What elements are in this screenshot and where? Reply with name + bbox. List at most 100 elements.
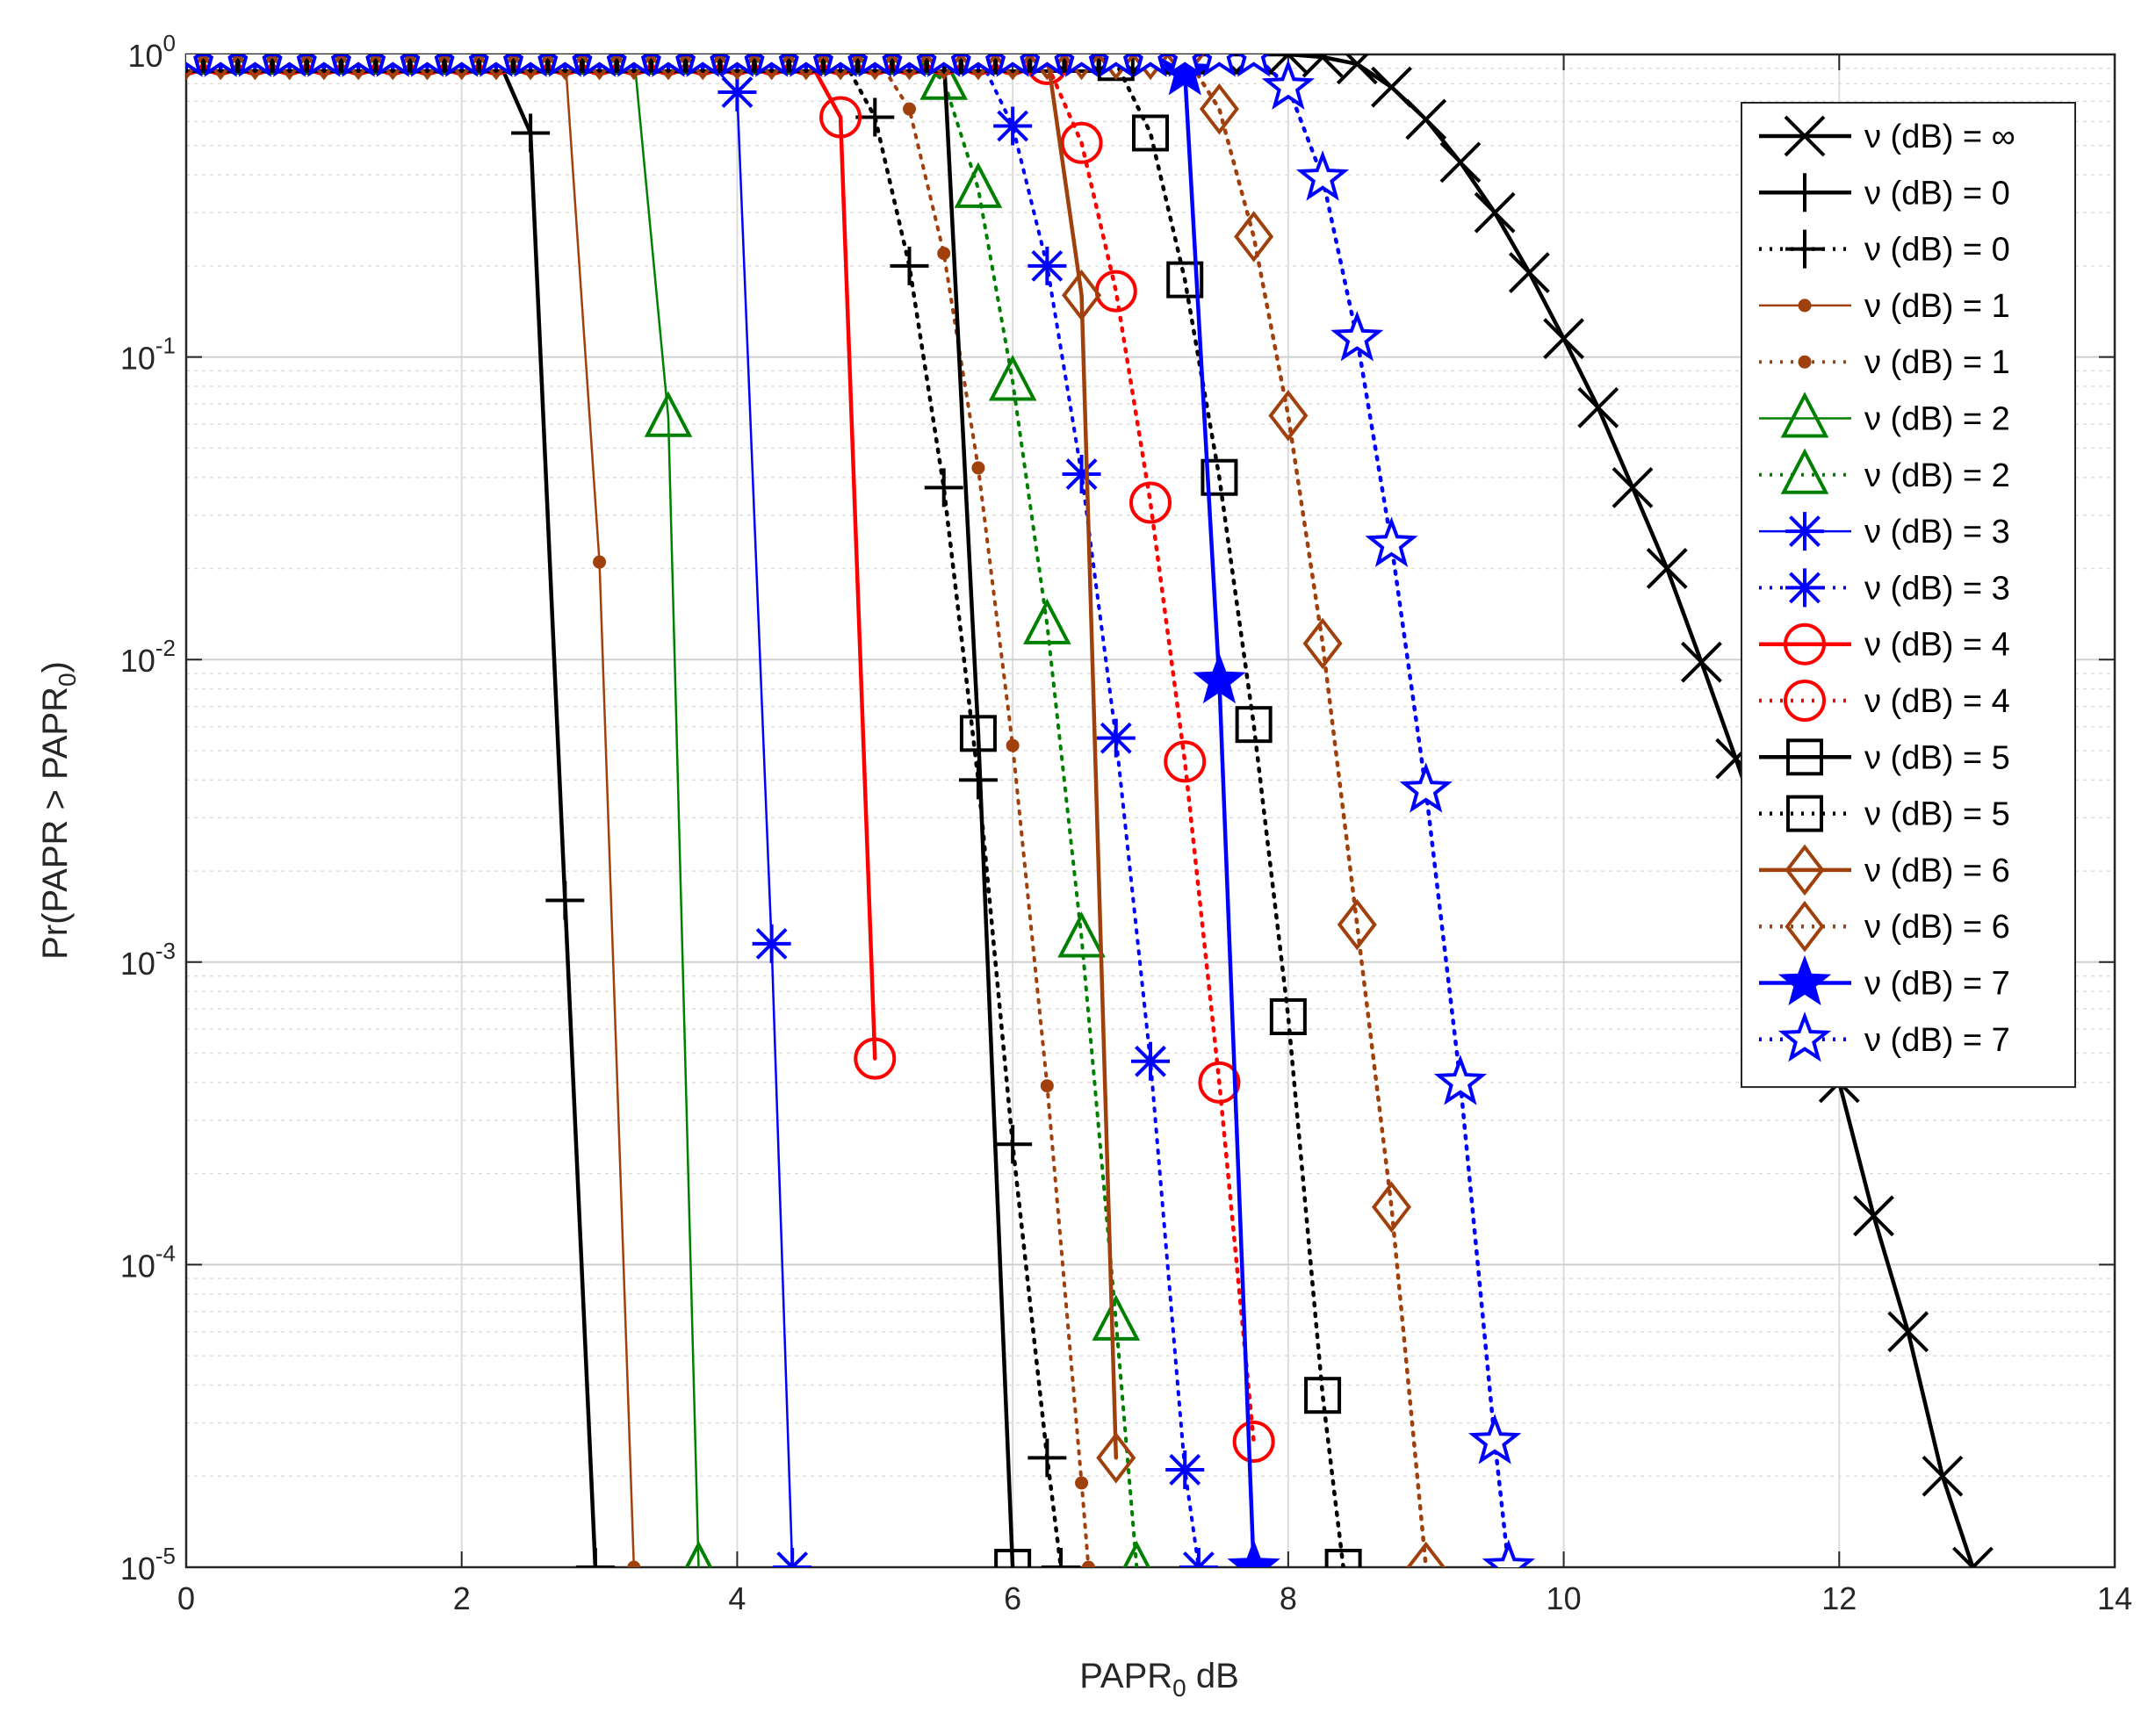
star-open-marker [376,54,409,77]
star-open-marker [514,54,547,77]
asterisk-marker [1179,1548,1218,1567]
circle-marker [509,54,552,76]
square-marker [1132,114,1169,152]
x-marker [1577,386,1619,428]
asterisk-marker [1096,718,1136,758]
legend-label: ν (dB) = 5 [1864,796,2010,833]
square-marker [959,54,997,73]
legend-label: ν (dB) = 0 [1864,175,2010,212]
star-open-marker [755,54,789,77]
circle-marker [819,96,862,139]
x-marker [1543,318,1584,360]
square-marker [925,54,963,73]
plus-marker [890,246,929,285]
x-marker [1405,98,1447,140]
triangle-marker [954,162,1003,208]
square-marker [1201,458,1238,496]
star-open-marker [548,54,581,77]
diamond-marker [200,54,241,81]
square-marker [1786,738,1823,776]
legend-label: ν (dB) = 2 [1864,457,2010,494]
y-tick-label: 10-2 [120,635,176,679]
diamond-marker [648,54,689,81]
diamond-marker [1406,1541,1446,1567]
asterisk-marker [1028,246,1067,285]
x-tick-label: 12 [1821,1580,1857,1616]
square-marker [822,54,860,73]
square-marker [374,54,412,73]
x-tick-label: 14 [2097,1580,2132,1616]
star-open-marker [1100,54,1133,77]
legend-label: ν (dB) = 6 [1864,853,2010,889]
x-marker [1371,66,1412,108]
star-filled-marker [1193,652,1246,704]
dot-marker [1075,1476,1089,1490]
legend: ν (dB) = ∞ ν (dB) = 0 ν (dB) = 0 ν (dB) = 1… [1741,102,2076,1089]
triangle-marker [1122,1540,1151,1567]
series-9 [186,54,1218,1567]
asterisk-marker [1785,512,1824,551]
diamond-marker [234,54,275,81]
legend-label: ν (dB) = 1 [1864,288,2010,325]
square-marker [1235,706,1273,744]
legend-entry: ν (dB) = 0 [1759,229,2010,269]
triangle-marker [684,1540,713,1567]
diamond-marker [682,54,723,81]
legend-label: ν (dB) = 5 [1864,739,2010,776]
x-tick-label: 0 [177,1580,195,1616]
circle-marker [681,54,725,76]
series-line [186,54,1511,1567]
star-open-marker [1261,59,1316,110]
diamond-marker [786,54,826,81]
legend-entry: ν (dB) = 6 [1759,900,2010,953]
circle-marker [440,54,483,76]
diamond-marker [992,54,1033,81]
x-marker [1267,54,1309,76]
diamond-marker [958,54,999,81]
diamond-marker [407,54,448,81]
x-axis-label: PAPR0 dB [1079,1657,1239,1702]
circle-marker [337,54,380,76]
circle-marker [1198,1061,1241,1104]
diamond-marker [544,54,585,81]
circle-marker [199,54,242,76]
diamond-marker [752,54,792,81]
circle-marker [1060,121,1103,164]
y-tick-label: 10-1 [120,333,176,377]
plus-marker [511,113,551,153]
square-marker [477,54,515,73]
legend-entry: ν (dB) = 5 [1759,738,2010,776]
asterisk-marker [993,106,1033,146]
star-open-marker [824,54,857,77]
x-marker [1508,252,1550,293]
star-open-marker [410,54,444,77]
circle-marker [991,54,1035,76]
asterisk-marker [717,73,757,112]
x-marker [1952,1546,1994,1567]
square-marker [650,54,687,73]
legend-entry: ν (dB) = 4 [1759,623,2010,666]
square-marker [891,54,928,73]
circle-marker [956,54,999,76]
legend-entry: ν (dB) = ∞ [1759,115,2015,157]
star-filled-marker [1227,1539,1280,1567]
square-marker [1269,997,1307,1035]
diamond-marker [1785,900,1825,953]
star-open-marker [480,54,513,77]
circle-marker [1164,740,1207,783]
star-open-marker [1064,54,1099,77]
series-13 [186,54,1362,1567]
diamond-marker [1302,617,1343,670]
circle-marker [371,54,415,76]
diamond-marker [510,54,551,81]
triangle-marker [1023,598,1071,644]
legend-entry: ν (dB) = 6 [1759,844,2010,896]
star-open-marker [1168,54,1201,77]
diamond-marker [304,54,344,81]
diamond-marker [1371,1181,1412,1234]
y-tick-label: 10-5 [120,1543,176,1587]
triangle-marker [1780,392,1829,438]
star-open-marker [186,54,203,77]
circle-marker [647,54,689,76]
x-tick-label: 10 [1547,1580,1582,1616]
